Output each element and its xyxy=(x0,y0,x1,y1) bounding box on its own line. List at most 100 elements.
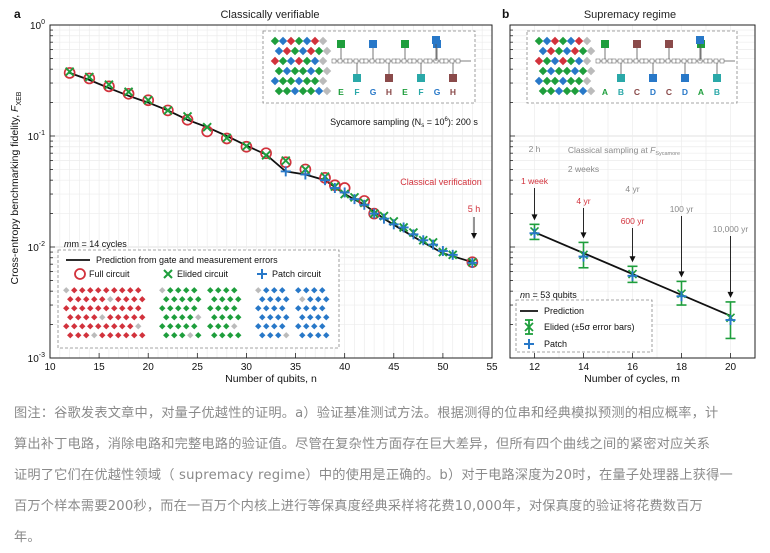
x-tick-label: 40 xyxy=(339,362,351,373)
time-annotation-gray: 4 yr xyxy=(625,184,639,194)
patch-circuit-point xyxy=(339,187,350,198)
circuit-label: H xyxy=(450,87,456,97)
elided-circuit-point xyxy=(261,150,271,160)
x-tick-label: 16 xyxy=(627,362,639,373)
circuit-qubit xyxy=(719,58,725,64)
lattice-diamond xyxy=(290,66,300,76)
circuit-qubit xyxy=(687,58,693,64)
patch-circuit-point xyxy=(280,166,291,177)
circuit-label: A xyxy=(698,87,704,97)
legend-b-header: nn = 53 qubits xyxy=(520,290,577,300)
lattice-diamond xyxy=(286,56,296,66)
circuit-qubit xyxy=(427,58,433,64)
circuit-qubit xyxy=(411,58,417,64)
lattice-diamond xyxy=(294,56,304,66)
time-annotation-gray: 10,000 yr xyxy=(713,224,749,234)
time-annotation-red: 4 yr xyxy=(576,196,590,206)
patch-circuit-point xyxy=(428,239,439,250)
time-arrowhead xyxy=(727,291,734,298)
full-circuit-point xyxy=(181,113,194,126)
patch-circuit-point xyxy=(467,257,478,268)
circuit-qubit xyxy=(643,58,649,64)
full-circuit-point xyxy=(260,147,272,160)
five-hours-annotation: 5 h xyxy=(468,204,481,214)
circuit-qubit xyxy=(331,58,337,64)
five-hours-arrow xyxy=(471,217,477,239)
elided-circuit-point xyxy=(281,155,291,166)
circuit-label: B xyxy=(618,87,624,97)
lattice-diamond xyxy=(282,66,292,76)
circuit-gate xyxy=(665,40,673,48)
patch-circuit-point xyxy=(329,183,340,194)
circuit-qubit xyxy=(343,58,349,64)
lattice-diamond xyxy=(310,36,320,46)
full-circuit-point xyxy=(142,94,155,107)
legend-a-full: Full circuit xyxy=(89,269,130,279)
patch-circuit-point xyxy=(529,228,540,239)
circuit-qubit xyxy=(713,58,719,64)
patch-circuit-point xyxy=(300,169,311,180)
lattice-diamond xyxy=(270,56,280,66)
x-tick-label: 18 xyxy=(676,362,688,373)
caption-line: 证明了它们在优越性领域（ supremacy regime）中的使用是正确的。b… xyxy=(14,468,733,483)
patch-circuit-point xyxy=(398,222,409,233)
y-tick-label: 100 xyxy=(30,19,45,32)
time-annotation-gray: 2 weeks xyxy=(568,164,599,174)
legend-b-elided-marker xyxy=(524,319,534,335)
lattice-diamond xyxy=(314,66,324,76)
circuit-gate xyxy=(713,74,721,82)
lattice-diamond xyxy=(282,86,292,96)
caption-line: 年。 xyxy=(14,530,41,545)
lattice-diamond xyxy=(322,46,332,56)
panel-b-data xyxy=(529,223,736,340)
time-arrowhead xyxy=(678,271,685,278)
circuit-qubit xyxy=(595,58,601,64)
legend-b-patch: Patch xyxy=(544,339,567,349)
lattice-diamond xyxy=(310,76,320,86)
x-tick-label: 12 xyxy=(529,362,541,373)
full-circuit-point xyxy=(103,80,115,93)
circuit-qubit xyxy=(379,58,385,64)
circuit-label: F xyxy=(354,87,359,97)
circuit-qubit xyxy=(675,58,681,64)
patch-circuit-point xyxy=(349,194,360,205)
patch-circuit-point xyxy=(408,229,419,240)
x-tick-label: 45 xyxy=(388,362,400,373)
circuit-qubit xyxy=(347,58,353,64)
lattice-diamond xyxy=(302,76,312,86)
lattice-diamond xyxy=(274,46,284,56)
lattice-diamond xyxy=(278,56,288,66)
circuit-gate xyxy=(449,74,457,82)
circuit-gate xyxy=(617,74,625,82)
circuit-gate xyxy=(369,40,377,48)
patch-circuit-point xyxy=(627,270,638,281)
full-circuit-point xyxy=(122,87,135,100)
circuit-gate xyxy=(649,74,657,82)
circuit-label: D xyxy=(682,87,688,97)
lattice-diamond xyxy=(302,36,312,46)
svg-text:Cross-entropy benchmarking fid: Cross-entropy benchmarking fidelity, FXE… xyxy=(9,91,23,284)
elided-circuit-point xyxy=(143,95,153,105)
caption-line: 百万个样本需要200秒，而在一百万个内核上进行等保真度经典采样将花费10,000… xyxy=(14,499,703,514)
circuit-gate xyxy=(696,36,704,44)
circuit-qubit xyxy=(601,58,607,64)
lattice-diamond xyxy=(294,36,304,46)
legend-a-full-marker xyxy=(74,268,86,280)
circuit-gate xyxy=(385,74,393,82)
x-tick-label: 15 xyxy=(94,362,106,373)
legend-a-elided-marker xyxy=(163,269,173,279)
panel-a-letter: a xyxy=(14,7,21,21)
circuit-qubit xyxy=(707,58,713,64)
circuit-qubit xyxy=(401,58,407,64)
elided-circuit-point xyxy=(123,87,134,97)
lattice-diamond xyxy=(318,36,328,46)
circuit-gate xyxy=(633,40,641,48)
circuit-qubit xyxy=(681,58,687,64)
patch-circuit-point xyxy=(578,251,589,262)
circuit-qubit xyxy=(423,58,429,64)
figure-svg: a Classically verifiable b Supremacy reg… xyxy=(9,7,756,385)
circuit-qubit xyxy=(703,58,709,64)
circuit-label: E xyxy=(402,87,408,97)
